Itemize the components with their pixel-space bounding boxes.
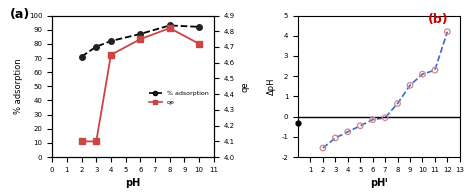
Point	[381, 116, 389, 119]
Point	[406, 84, 414, 87]
Text: (b): (b)	[428, 13, 448, 26]
Y-axis label: qe: qe	[240, 81, 249, 92]
Point	[356, 124, 364, 127]
Point	[331, 136, 339, 139]
Point	[431, 69, 438, 72]
Y-axis label: ΔpH: ΔpH	[267, 78, 276, 95]
X-axis label: pHᴵ: pHᴵ	[370, 178, 388, 188]
Legend: % adsorption, qe: % adsorption, qe	[146, 88, 211, 108]
Point	[419, 73, 426, 76]
Point	[344, 130, 352, 133]
X-axis label: pH: pH	[126, 178, 141, 188]
Text: (a): (a)	[10, 8, 30, 22]
Point	[319, 146, 327, 150]
Point	[444, 30, 451, 33]
Point	[394, 102, 401, 105]
Y-axis label: % adsorption: % adsorption	[14, 59, 23, 114]
Point	[369, 118, 376, 121]
